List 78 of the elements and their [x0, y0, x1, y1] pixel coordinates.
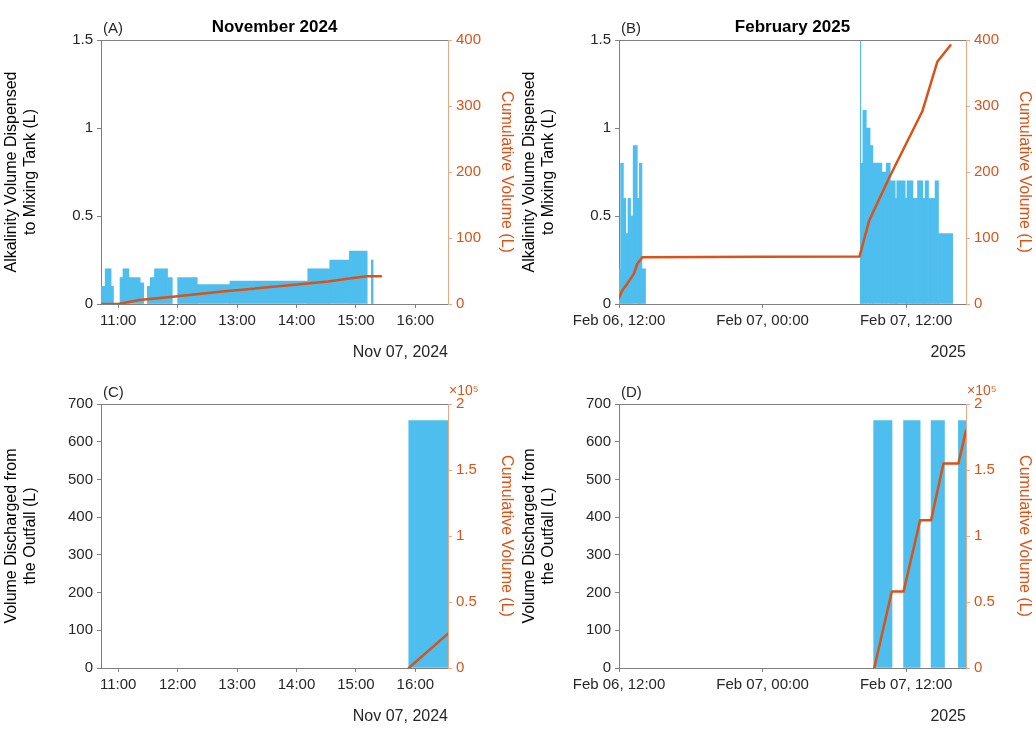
y2-axis-title: Cumulative Volume (L) [498, 91, 516, 253]
y-axis-title: Volume Discharged from the Outfall (L) [2, 448, 39, 624]
y2-tick-label: 200 [974, 162, 1000, 180]
x-tick-label: 16:00 [396, 675, 435, 693]
x-tick-label: Feb 07, 00:00 [716, 311, 809, 329]
x-tick-label: 13:00 [218, 675, 256, 693]
y-tick-label: 200 [67, 582, 93, 600]
y2-tick-label: 0 [974, 658, 983, 676]
x-tick-label: 14:00 [277, 311, 316, 329]
y2-tick-label: 1.5 [974, 460, 995, 478]
text: (D) [621, 382, 642, 400]
y-tick-label: 0 [84, 658, 93, 676]
y-tick-label: 700 [585, 394, 611, 412]
y-axis-title: Volume Discharged from the Outfall (L) [520, 448, 557, 624]
y-tick-label: 0 [602, 658, 611, 676]
x-tick-label: 11:00 [100, 675, 137, 693]
x-tick-label: 12:00 [158, 675, 197, 693]
y-tick-label: 1.5 [72, 30, 93, 48]
y2-tick-label: 200 [456, 162, 482, 180]
text: (C) [103, 382, 124, 400]
y2-tick-label: 0 [974, 294, 983, 312]
y-tick-label: 100 [67, 620, 93, 638]
x-axis-title: 2025 [930, 706, 967, 724]
y2-tick-label: 0.5 [456, 592, 477, 610]
y-tick-label: 100 [585, 620, 611, 638]
text: (A) [103, 18, 123, 36]
x-axis-title: Nov 07, 2024 [352, 342, 449, 360]
y2-axis-title: Cumulative Volume (L) [1016, 455, 1034, 617]
y2-tick-label: 100 [456, 228, 482, 246]
x-tick-label: 14:00 [277, 675, 316, 693]
y-axis-title: Alkalinity Volume Dispensed to Mixing Tank (L) [2, 71, 39, 273]
y2-tick-label: 300 [974, 96, 1000, 114]
y-tick-label: 500 [67, 469, 93, 487]
y2-tick-label: 300 [456, 96, 482, 114]
y-tick-label: 300 [67, 545, 93, 562]
x-tick-label: 11:00 [100, 311, 137, 329]
x-tick-label: 13:00 [218, 311, 256, 329]
y-tick-label: 600 [67, 431, 93, 449]
x-tick-label: Feb 06, 12:00 [572, 311, 666, 329]
y-tick-label: 300 [585, 545, 611, 562]
y2-tick-label: 0 [456, 658, 465, 676]
y-tick-label: 400 [585, 507, 611, 525]
y-tick-label: 1 [84, 118, 93, 136]
y2-tick-label: 1 [974, 526, 983, 544]
y-tick-label: 1.5 [590, 30, 611, 48]
x-tick-label: 12:00 [158, 311, 197, 329]
y-tick-label: 0 [84, 294, 93, 312]
y-tick-label: 700 [67, 394, 93, 412]
y-tick-label: 600 [585, 431, 611, 449]
x-axis-title: 2025 [930, 342, 967, 360]
chart-title: February 2025 [734, 17, 851, 37]
y-tick-label: 200 [585, 582, 611, 600]
y-tick-label: 0.5 [72, 206, 93, 224]
y2-tick-label: 100 [974, 228, 1000, 246]
y-axis-title: Alkalinity Volume Dispensed to Mixing Tank (L) [520, 71, 557, 273]
y-tick-label: 400 [67, 507, 93, 525]
chart-title: November 2024 [211, 17, 338, 37]
x-axis-title: Nov 07, 2024 [352, 706, 449, 724]
y-tick-label: 500 [585, 469, 611, 487]
x-tick-label: Feb 07, 00:00 [716, 675, 809, 693]
y2-tick-label: 1 [456, 526, 465, 544]
y-tick-label: 0 [602, 294, 611, 312]
y-tick-label: 0.5 [590, 206, 611, 224]
y-tick-label: 1 [602, 118, 611, 136]
y2-tick-label: 0.5 [974, 592, 995, 610]
x-tick-label: 16:00 [396, 311, 435, 329]
y2-tick-label: 400 [456, 30, 482, 48]
x-tick-label: Feb 07, 12:00 [859, 675, 953, 693]
y2-tick-label: 0 [456, 294, 465, 312]
y2-axis-title: Cumulative Volume (L) [498, 455, 516, 617]
x-tick-label: Feb 06, 12:00 [572, 675, 666, 693]
y2-axis-title: Cumulative Volume (L) [1016, 91, 1034, 253]
y2-tick-label: 1.5 [456, 460, 477, 478]
text: (B) [621, 18, 641, 36]
x-tick-label: 15:00 [337, 675, 375, 693]
y2-tick-label: 400 [974, 30, 1000, 48]
x-tick-label: 15:00 [337, 311, 375, 329]
x-tick-label: Feb 07, 12:00 [859, 311, 953, 329]
